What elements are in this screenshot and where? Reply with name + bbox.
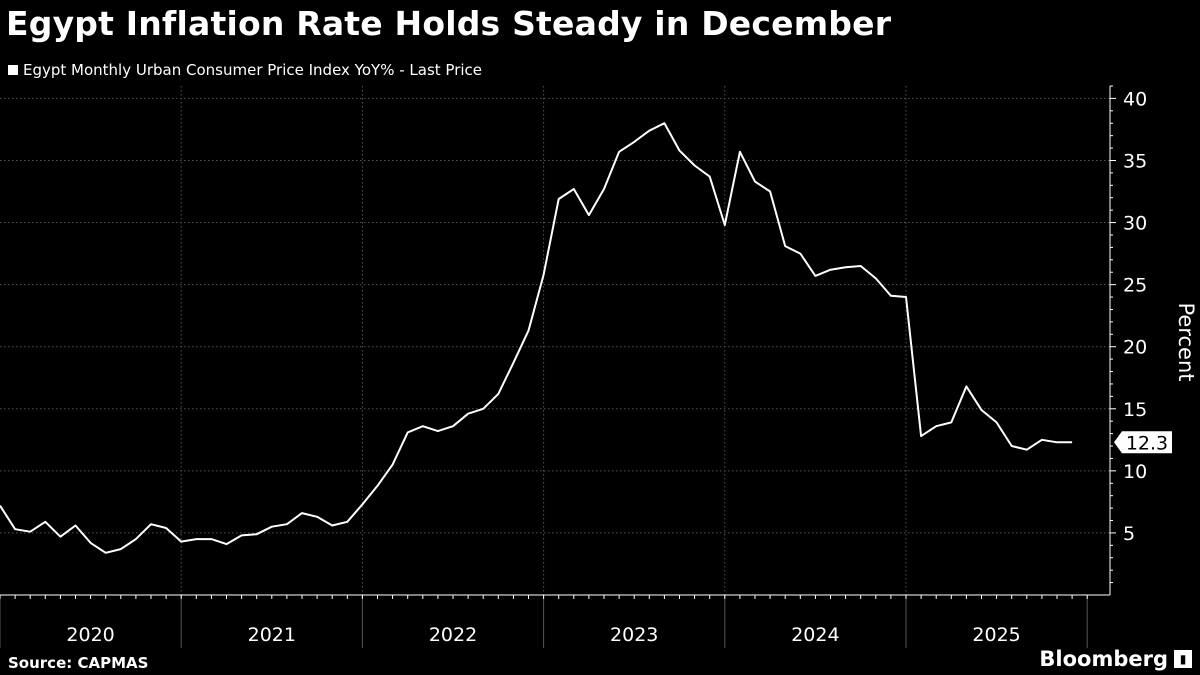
y-axis-label: Percent <box>1174 302 1198 382</box>
x-tick-label: 2023 <box>610 624 658 646</box>
x-tick-label: 2025 <box>972 624 1020 646</box>
y-tick-label: 30 <box>1123 213 1147 235</box>
last-value-marker <box>1114 431 1172 454</box>
y-tick-label: 5 <box>1123 523 1135 545</box>
chart-title: Egypt Inflation Rate Holds Steady in Dec… <box>6 4 892 43</box>
y-tick-label: 25 <box>1123 275 1147 297</box>
x-tick-label: 2024 <box>791 624 839 646</box>
bloomberg-logo: Bloomberg ▮ <box>1039 647 1192 671</box>
legend-swatch <box>8 65 18 75</box>
x-tick-label: 2020 <box>66 624 114 646</box>
last-value-label: 12.3 <box>1126 432 1168 454</box>
x-tick-label: 2022 <box>429 624 477 646</box>
legend-label: Egypt Monthly Urban Consumer Price Index… <box>23 61 483 79</box>
legend: Egypt Monthly Urban Consumer Price Index… <box>8 61 482 79</box>
brand-name: Bloomberg <box>1039 647 1168 671</box>
bloomberg-logo-icon: ▮ <box>1174 650 1192 668</box>
source-note: Source: CAPMAS <box>8 654 149 672</box>
y-tick-label: 20 <box>1123 337 1147 359</box>
y-tick-label: 35 <box>1123 150 1147 172</box>
y-tick-label: 40 <box>1123 88 1147 110</box>
series-line <box>0 122 1073 554</box>
y-tick-label: 10 <box>1123 461 1147 483</box>
x-tick-label: 2021 <box>248 624 296 646</box>
y-tick-label: 15 <box>1123 399 1147 421</box>
